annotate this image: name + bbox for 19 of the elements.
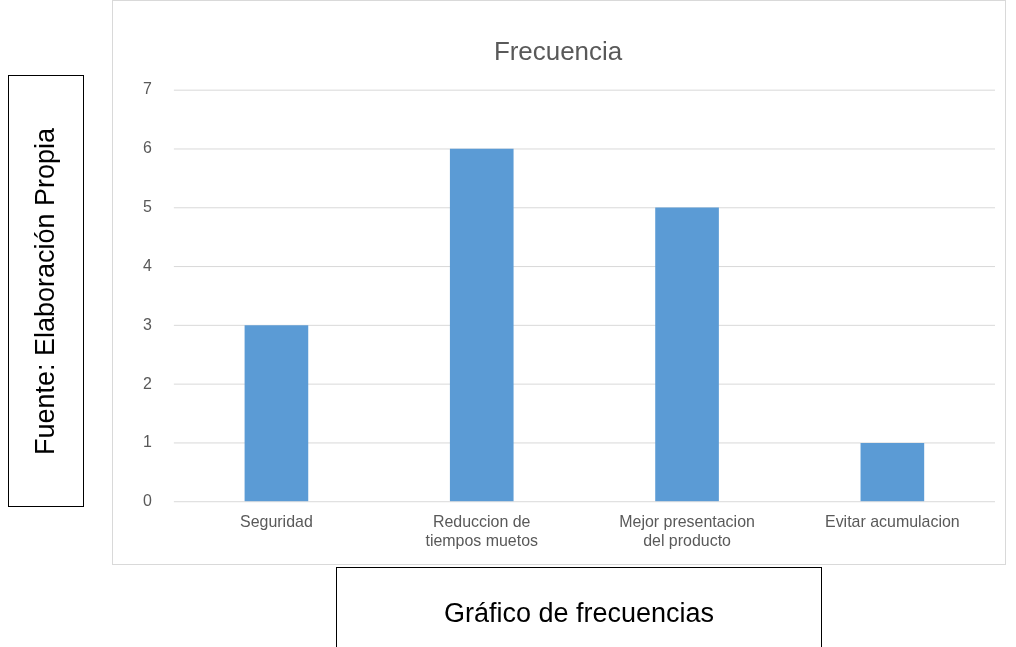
bar xyxy=(244,325,309,502)
y-tick-label: 7 xyxy=(142,80,152,98)
y-tick-label: 0 xyxy=(142,492,152,510)
y-tick-label: 1 xyxy=(142,433,152,451)
y-tick-label: 3 xyxy=(142,315,152,333)
x-tick-label: Evitar acumulacion xyxy=(824,512,960,530)
x-tick-label: Mejor presentacion del producto xyxy=(619,512,755,549)
source-note: Fuente: Elaboración Propia xyxy=(30,127,62,455)
bar xyxy=(655,207,719,502)
y-tick-label: 6 xyxy=(142,139,152,157)
text: Gráfico de frecuencias xyxy=(336,567,822,647)
bar xyxy=(449,148,514,502)
y-tick-label: 2 xyxy=(142,374,152,392)
bar xyxy=(860,442,925,502)
y-tick-label: 5 xyxy=(142,197,152,215)
chart-title: Frecuencia xyxy=(493,36,623,65)
x-tick-label: Reduccion de tiempos muetos xyxy=(425,512,539,549)
x-tick-label: Seguridad xyxy=(240,512,313,530)
y-tick-label: 4 xyxy=(142,256,152,274)
